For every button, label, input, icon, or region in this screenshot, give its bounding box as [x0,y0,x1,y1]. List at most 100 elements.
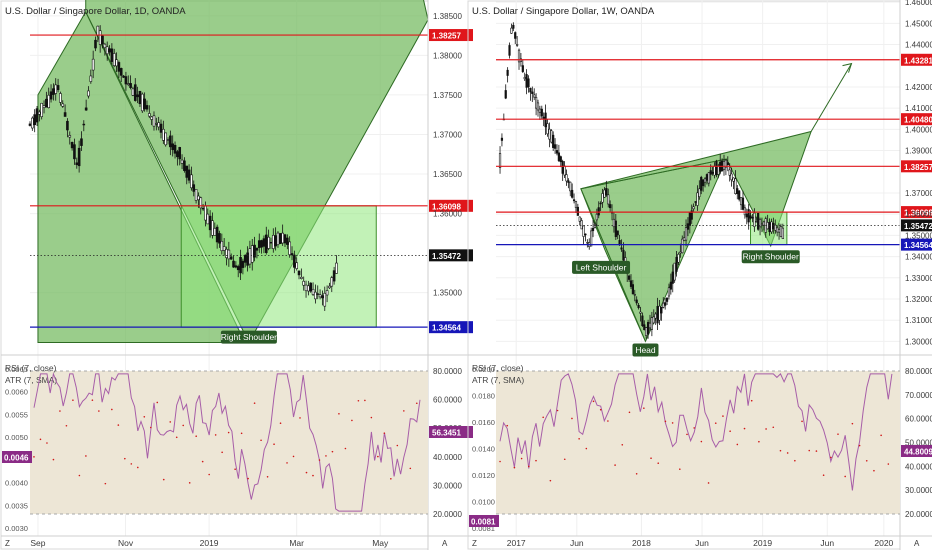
rsi-line [33,371,421,512]
x-tick-label: 2019 [200,538,219,548]
candle-down [159,123,163,133]
candle-down [745,213,748,218]
candle-down [52,88,55,95]
price-level-badge [901,113,932,126]
candle-up [781,227,784,239]
rsi-value: 44.8009 [904,448,932,457]
atr-dot [208,473,210,476]
candle-down [616,230,619,236]
atr-dot [679,468,681,470]
atr-dot [72,399,74,401]
atr-dot [693,427,695,429]
candle-up [517,49,521,63]
atr-dot [585,447,588,450]
atr-axis-label: 0.0065 [5,365,28,374]
rsi-label: RSI (7, close) [472,363,524,373]
candle-up [707,172,710,184]
atr-dot [865,460,868,462]
atr-dot [221,451,223,454]
candle-down [187,169,191,181]
atr-dot [736,443,739,446]
candle-down [183,160,186,171]
candle-down [514,32,517,39]
candle-up [574,201,578,208]
atr-dot [563,458,566,461]
rsi-value-badge [901,445,932,457]
candle-down [208,215,212,231]
candle-up [658,305,661,321]
candle-up [166,139,170,141]
candle-up [662,302,665,308]
price-level-value: 1.40480 [904,116,932,125]
candle-up [325,290,329,296]
atr-axis-label: 0.0160 [472,418,495,427]
candle-down [629,280,633,287]
candle-down [192,184,196,192]
y-tick-label: 1.36000 [433,210,462,219]
y-tick-label: 1.42000 [905,83,932,92]
atr-dot [858,444,861,447]
price-level-value: 1.34564 [432,324,461,333]
atr-dot [837,433,839,435]
rsi-band [30,371,428,514]
candle-down [274,235,277,247]
candle-down [283,234,287,244]
candle-up [96,25,100,36]
atr-dot [700,440,703,443]
atr-dot [707,482,710,484]
candle-down [101,35,104,45]
candle-up [692,206,695,210]
candle-down [552,134,555,148]
y-tick-label: 1.45000 [905,19,932,28]
atr-axis-label: 0.0180 [472,392,495,401]
atr-dot [162,478,165,481]
atr-dot [124,457,126,460]
y-tick-label: 1.41000 [905,104,932,113]
candle-up [776,227,779,233]
atr-dot [671,422,674,424]
atr-dot [506,424,509,427]
atr-dot [175,436,178,439]
atr-dot [409,467,412,470]
candle-down [229,256,233,260]
atr-dot [599,408,602,411]
candle-up [87,90,90,97]
candle-down [260,240,263,248]
candle-down [117,62,121,72]
rsi-value-badge [429,426,473,438]
chart-title: U.S. Dollar / Singapore Dollar, 1D, OAND… [5,6,186,17]
atr-axis-label: 0.0081 [472,524,495,533]
atr-dot [851,422,854,425]
candle-up [755,221,758,223]
atr-dot [65,424,68,427]
candle-up [157,122,160,128]
candle-down [628,275,631,280]
candle-up [546,123,549,135]
candle-up [31,117,34,129]
atr-dot [364,399,366,402]
candle-down [656,306,659,324]
candle-down [553,144,557,149]
candle-down [201,207,205,210]
axis-corner-label: A [442,539,448,548]
atr-dot [664,420,667,423]
atr-axis-label: 0.0060 [5,388,28,397]
candle-down [73,144,76,160]
candle-down [527,78,530,88]
atr-dot [657,462,660,465]
chart-title: U.S. Dollar / Singapore Dollar, 1W, OAND… [472,6,655,17]
candle-up [713,165,716,176]
atr-label: ATR (7, SMA) [472,375,524,385]
atr-axis-label: 0.0100 [472,498,495,507]
candle-down [241,260,245,268]
pattern-label-bg [632,343,659,357]
atr-dot [52,458,55,461]
atr-dot [260,439,262,442]
atr-axis-label: 0.0040 [5,479,28,488]
candle-down [609,204,612,209]
candle-down [726,162,729,166]
x-tick-label: 2020 [874,538,893,548]
candle-down [557,152,560,161]
atr-axis-label: 0.0140 [472,445,495,454]
